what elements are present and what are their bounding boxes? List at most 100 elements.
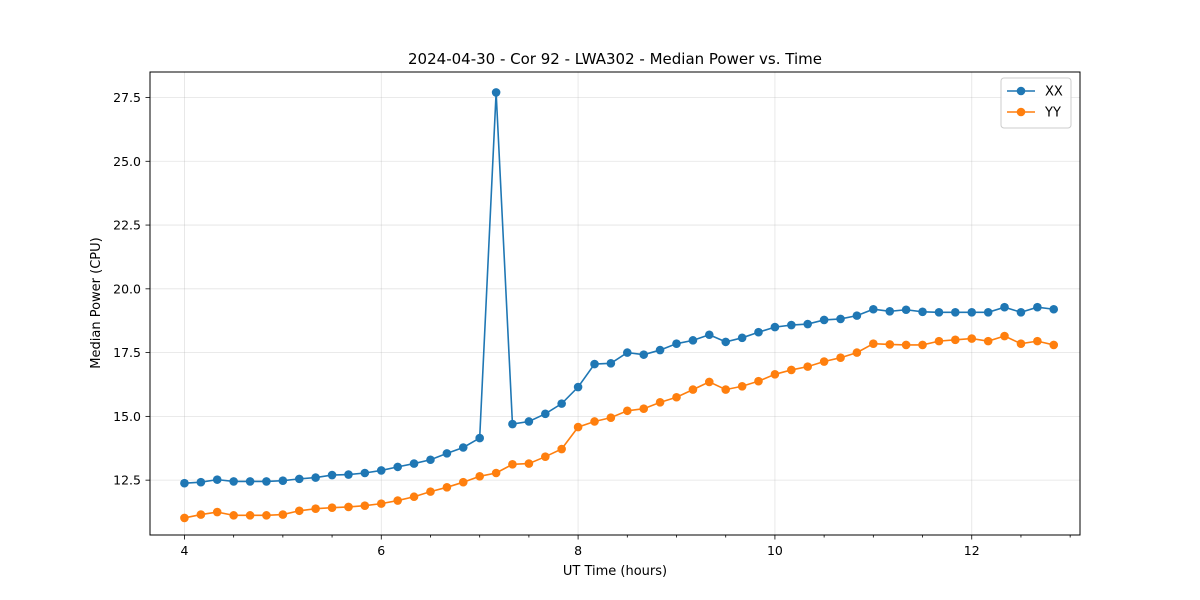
data-point-xx xyxy=(344,470,353,479)
legend-item-yy: YY xyxy=(1007,106,1061,121)
data-point-xx xyxy=(590,359,599,369)
x-tick-label: 6 xyxy=(377,543,385,558)
data-point-xx xyxy=(885,306,895,316)
axis-ticks: 4 6 8 10 12 12.5 15.0 17.5 20.0 22.5 25.0 27.5 xyxy=(113,90,1071,558)
data-point-xx xyxy=(623,348,632,357)
series-line-xx xyxy=(184,92,1054,485)
series-line-yy xyxy=(184,335,1054,519)
data-point-yy xyxy=(376,499,386,508)
data-point-yy xyxy=(262,511,271,520)
legend-marker-xx xyxy=(1016,86,1026,96)
data-point-yy xyxy=(655,398,665,407)
data-point-yy xyxy=(491,468,501,478)
data-point-xx xyxy=(573,382,583,392)
data-point-yy xyxy=(409,492,419,502)
y-tick-label: 27.5 xyxy=(113,90,141,105)
data-point-xx xyxy=(327,470,337,480)
legend-marker-yy xyxy=(1016,107,1026,117)
data-point-yy xyxy=(885,340,895,349)
data-point-xx xyxy=(311,473,320,482)
data-point-yy xyxy=(967,334,977,343)
legend-item-xx: XX xyxy=(1007,85,1063,100)
data-point-yy xyxy=(475,472,484,481)
data-point-yy xyxy=(787,365,796,375)
data-point-yy xyxy=(770,369,780,379)
data-point-yy xyxy=(901,340,911,350)
data-point-xx xyxy=(508,419,517,429)
data-point-xx xyxy=(1049,304,1059,314)
data-point-yy xyxy=(606,413,616,422)
data-point-xx xyxy=(491,88,501,97)
data-point-yy xyxy=(737,381,747,391)
data-point-yy xyxy=(541,452,550,461)
data-point-xx xyxy=(967,308,977,317)
data-point-yy xyxy=(803,362,812,371)
data-point-yy xyxy=(294,506,304,516)
data-point-yy xyxy=(1000,331,1009,341)
data-point-yy xyxy=(639,404,649,414)
series-layer xyxy=(180,88,1059,523)
data-point-yy xyxy=(458,477,468,487)
data-point-yy xyxy=(1033,336,1042,346)
data-point-yy xyxy=(1049,340,1059,350)
data-point-xx xyxy=(180,478,189,488)
data-point-xx xyxy=(639,350,649,359)
data-point-yy xyxy=(524,459,534,468)
data-point-xx xyxy=(196,477,206,487)
plot-frame xyxy=(149,71,1081,536)
data-point-yy xyxy=(311,504,320,514)
y-tick-label: 17.5 xyxy=(113,345,141,360)
data-point-xx xyxy=(1000,302,1009,312)
data-point-yy xyxy=(918,340,927,350)
x-tick-label: 8 xyxy=(574,543,582,558)
data-point-xx xyxy=(704,330,714,340)
x-tick-label: 10 xyxy=(767,543,783,558)
grid-lines xyxy=(150,72,1080,535)
data-point-xx xyxy=(803,319,812,329)
data-point-xx xyxy=(770,322,780,332)
data-point-xx xyxy=(229,477,238,486)
data-point-xx xyxy=(934,308,944,317)
data-point-xx xyxy=(655,345,665,355)
data-point-xx xyxy=(393,462,403,472)
data-point-yy xyxy=(819,357,829,366)
data-point-yy xyxy=(836,353,845,363)
data-point-xx xyxy=(475,433,484,443)
data-point-xx xyxy=(606,359,616,368)
data-point-yy xyxy=(229,511,238,520)
data-point-yy xyxy=(442,482,452,492)
legend-label-yy: YY xyxy=(1044,106,1061,121)
data-point-yy xyxy=(1016,339,1026,348)
y-tick-label: 22.5 xyxy=(113,218,141,233)
data-point-xx xyxy=(524,417,534,426)
data-point-xx xyxy=(951,308,960,317)
data-point-xx xyxy=(541,409,550,419)
data-point-xx xyxy=(245,477,255,486)
data-point-yy xyxy=(360,501,370,510)
data-point-yy xyxy=(704,377,714,387)
data-point-yy xyxy=(590,417,599,426)
data-point-xx xyxy=(294,474,304,484)
data-point-xx xyxy=(442,449,452,458)
data-point-yy xyxy=(688,385,698,394)
data-point-xx xyxy=(557,399,566,408)
data-point-xx xyxy=(360,468,370,478)
data-point-yy xyxy=(869,339,878,348)
data-point-xx xyxy=(672,339,681,348)
data-point-yy xyxy=(245,511,255,520)
chart-title: 2024-04-30 - Cor 92 - LWA302 - Median Po… xyxy=(408,50,822,68)
data-point-xx xyxy=(787,320,796,330)
data-point-xx xyxy=(688,336,698,345)
x-tick-label: 12 xyxy=(964,543,980,558)
y-tick-label: 15.0 xyxy=(113,409,141,424)
data-point-xx xyxy=(409,459,419,468)
data-point-yy xyxy=(951,335,960,345)
data-point-yy xyxy=(212,507,222,517)
data-point-xx xyxy=(262,477,271,486)
data-point-xx xyxy=(983,308,993,317)
x-tick-label: 4 xyxy=(180,543,188,558)
data-point-xx xyxy=(426,455,435,465)
y-tick-label: 25.0 xyxy=(113,154,141,169)
data-point-xx xyxy=(852,311,862,320)
